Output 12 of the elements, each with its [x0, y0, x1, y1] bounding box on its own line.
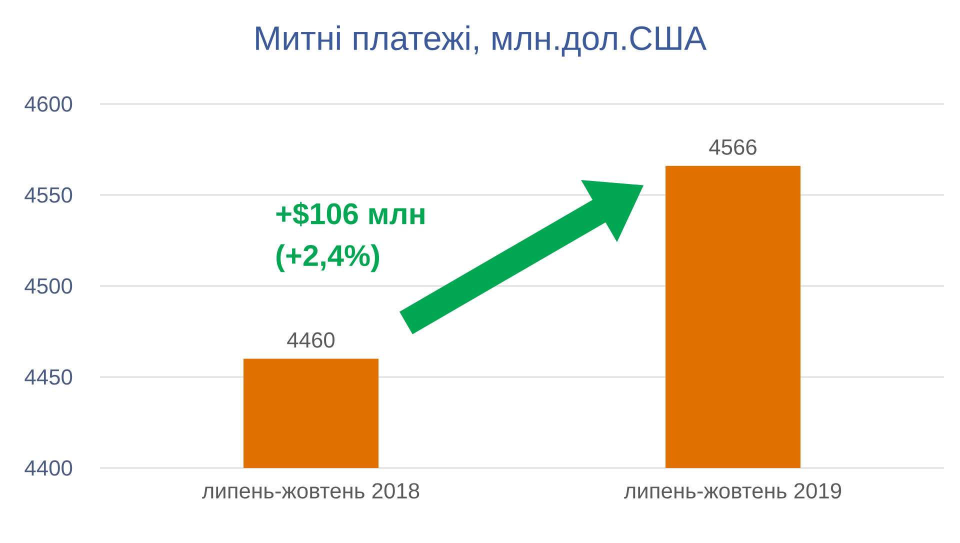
- y-tick-label: 4400: [24, 460, 72, 476]
- data-label: 4566: [709, 139, 756, 155]
- chart-title: Митні платежі, млн.дол.США: [256, 25, 707, 57]
- annotation: (+2,4%): [276, 244, 380, 272]
- x-tick-label: липень-жовтень 2019: [624, 483, 842, 499]
- x-tick-label: липень-жовтень 2018: [202, 483, 420, 499]
- annotation: +$106 млн: [276, 202, 424, 226]
- y-tick-label: 4550: [24, 187, 72, 203]
- y-tick-label: 4450: [24, 369, 72, 385]
- y-tick-label: 4600: [24, 96, 72, 112]
- data-label: 4460: [287, 332, 335, 348]
- y-tick-label: 4500: [24, 278, 72, 294]
